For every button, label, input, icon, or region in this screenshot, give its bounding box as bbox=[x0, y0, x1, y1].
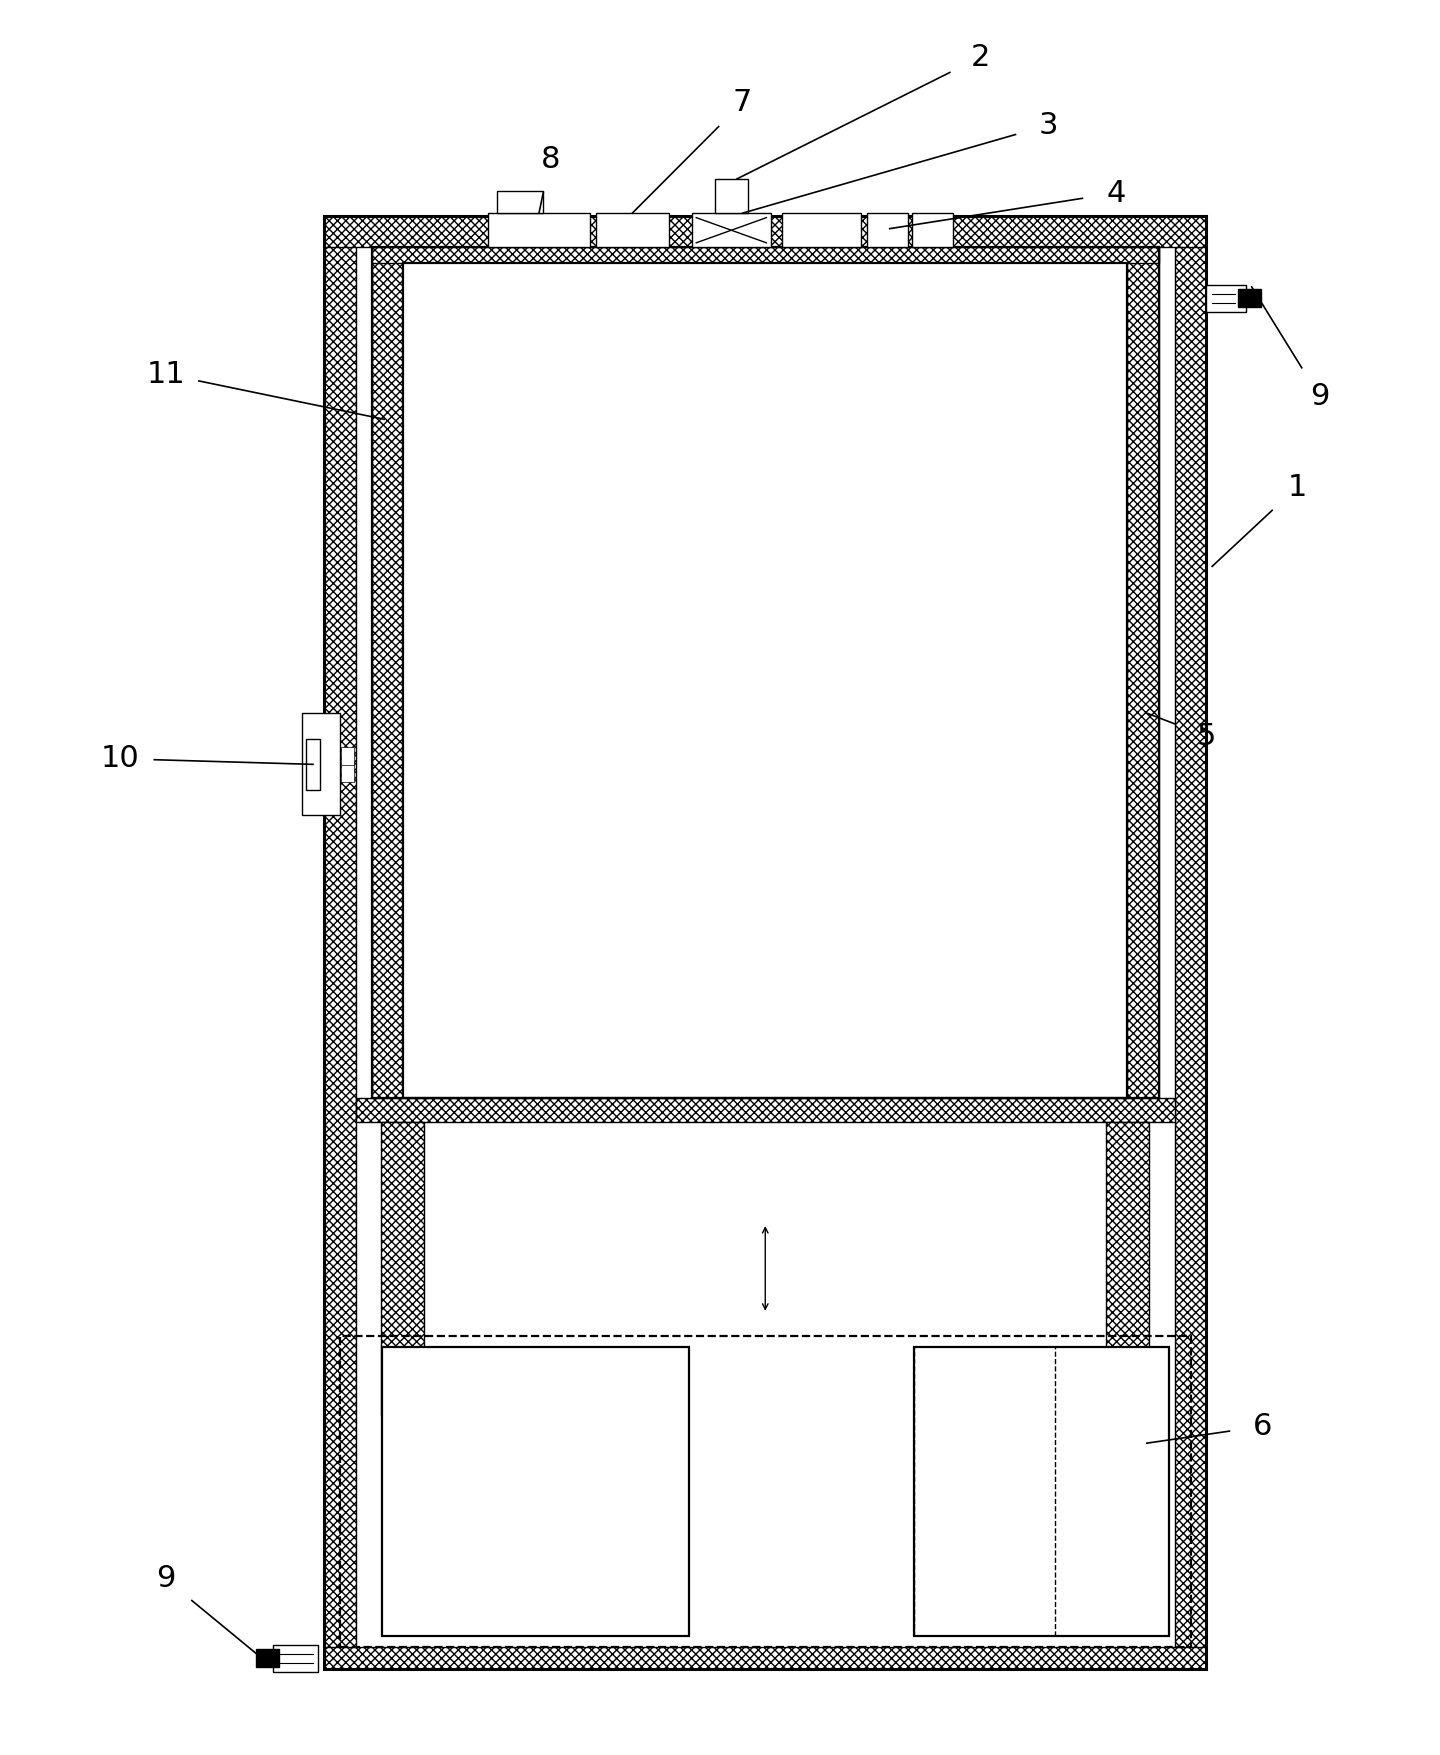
Bar bbox=[372, 247, 1159, 263]
Bar bbox=[913, 212, 953, 247]
Bar bbox=[305, 739, 320, 790]
Bar bbox=[340, 1336, 1191, 1648]
Bar bbox=[324, 1648, 1207, 1669]
Text: 4: 4 bbox=[1106, 179, 1126, 207]
Text: 5: 5 bbox=[1197, 721, 1217, 751]
Text: 11: 11 bbox=[147, 360, 184, 388]
Text: 6: 6 bbox=[1253, 1411, 1273, 1441]
Bar bbox=[372, 247, 403, 1099]
Text: 2: 2 bbox=[971, 42, 989, 72]
Bar bbox=[488, 212, 590, 247]
Bar bbox=[341, 763, 354, 781]
Bar bbox=[324, 216, 1207, 247]
Bar bbox=[1238, 290, 1261, 307]
Bar bbox=[256, 1650, 279, 1667]
Bar bbox=[497, 191, 543, 212]
Bar bbox=[403, 263, 1128, 1099]
Bar bbox=[341, 748, 354, 765]
Bar bbox=[382, 1121, 423, 1415]
Bar bbox=[302, 714, 340, 816]
Bar bbox=[1128, 247, 1159, 1099]
Text: 9: 9 bbox=[156, 1564, 176, 1594]
Text: 7: 7 bbox=[733, 88, 752, 118]
Bar bbox=[691, 212, 770, 247]
Bar bbox=[1207, 284, 1246, 312]
Bar bbox=[383, 1348, 688, 1636]
Bar bbox=[356, 1099, 1175, 1121]
Bar bbox=[596, 212, 670, 247]
Bar bbox=[324, 216, 356, 1669]
Text: 8: 8 bbox=[540, 144, 560, 174]
Bar bbox=[782, 212, 861, 247]
Bar bbox=[714, 179, 747, 212]
Bar bbox=[1106, 1121, 1149, 1415]
Bar bbox=[867, 212, 907, 247]
Bar bbox=[1175, 216, 1207, 1669]
Bar bbox=[914, 1348, 1169, 1636]
Text: 10: 10 bbox=[101, 744, 140, 774]
Text: 3: 3 bbox=[1038, 111, 1058, 140]
Bar bbox=[274, 1644, 318, 1673]
Text: 9: 9 bbox=[1310, 383, 1329, 411]
Text: 1: 1 bbox=[1287, 472, 1306, 502]
